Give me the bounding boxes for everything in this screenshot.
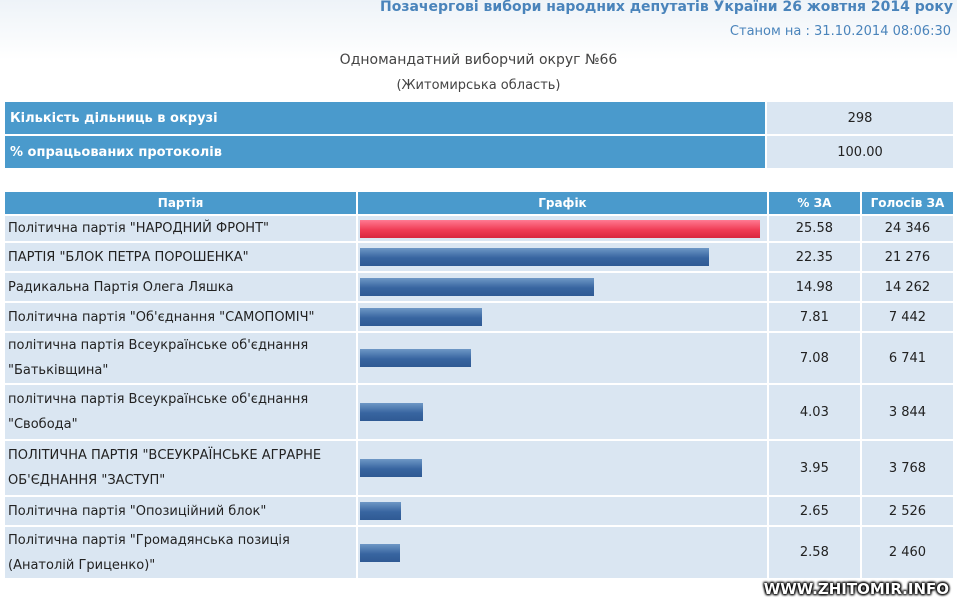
votes-value: 6 741 <box>859 331 953 384</box>
votes-value: 24 346 <box>859 214 953 242</box>
graph-cell <box>356 383 768 440</box>
site-watermark: WWW.ZHITOMIR.INFO <box>763 580 949 598</box>
vote-bar <box>360 403 424 421</box>
summary-label: % опрацьованих протоколів <box>5 135 766 170</box>
party-name: ПОЛІТИЧНА ПАРТІЯ "ВСЕУКРАЇНСЬКЕ АГРАРНЕ … <box>5 439 358 496</box>
votes-value: 3 844 <box>859 383 953 440</box>
votes-value: 2 460 <box>859 525 953 578</box>
results-header-row: Партія Графік % ЗА Голосів ЗА <box>5 192 953 215</box>
table-row: ПАРТІЯ "БЛОК ПЕТРА ПОРОШЕНКА" 22.35 21 276 <box>5 241 953 272</box>
header-votes: Голосів ЗА <box>859 192 953 215</box>
party-name: Політична партія "Об'єднання "САМОПОМІЧ" <box>5 301 358 332</box>
header-party: Партія <box>5 192 358 215</box>
percent-value: 2.65 <box>766 495 861 526</box>
percent-value: 7.08 <box>766 331 861 384</box>
votes-value: 7 442 <box>859 301 953 332</box>
vote-bar <box>360 349 472 367</box>
votes-value: 21 276 <box>859 241 953 272</box>
votes-value: 14 262 <box>859 271 953 302</box>
table-row: ПОЛІТИЧНА ПАРТІЯ "ВСЕУКРАЇНСЬКЕ АГРАРНЕ … <box>5 439 953 496</box>
results-table: Партія Графік % ЗА Голосів ЗА Політична … <box>5 192 953 578</box>
percent-value: 2.58 <box>766 525 861 578</box>
graph-cell <box>356 331 768 384</box>
graph-cell <box>356 271 768 302</box>
votes-value: 2 526 <box>859 495 953 526</box>
party-name: Політична партія "НАРОДНИЙ ФРОНТ" <box>5 214 358 242</box>
party-name: Радикальна Партія Олега Ляшка <box>5 271 358 302</box>
party-name: політична партія Всеукраїнське об'єднанн… <box>5 383 358 440</box>
party-name: ПАРТІЯ "БЛОК ПЕТРА ПОРОШЕНКА" <box>5 241 358 272</box>
summary-value: 100.00 <box>765 135 953 170</box>
status-timestamp: Станом на : 31.10.2014 08:06:30 <box>729 24 951 39</box>
party-name: Політична партія "Громадянська позиція (… <box>5 525 358 578</box>
party-name: Політична партія "Опозиційний блок" <box>5 495 358 526</box>
votes-value: 3 768 <box>859 439 953 496</box>
table-row: Політична партія "Опозиційний блок" 2.65 2… <box>5 495 953 526</box>
vote-bar <box>360 543 401 562</box>
table-row: Радикальна Партія Олега Ляшка 14.98 14 262 <box>5 271 953 302</box>
percent-value: 25.58 <box>766 214 861 242</box>
summary-row-stations: Кількість дільниць в окрузі 298 <box>5 102 953 136</box>
header-background <box>0 0 957 60</box>
vote-bar <box>360 308 483 326</box>
graph-cell <box>356 525 768 578</box>
graph-cell <box>356 214 768 242</box>
graph-cell <box>356 439 768 496</box>
table-row: Політична партія "Громадянська позиція (… <box>5 525 953 578</box>
summary-value: 298 <box>765 102 953 136</box>
header-graph: Графік <box>356 192 768 215</box>
table-row: політична партія Всеукраїнське об'єднанн… <box>5 331 953 384</box>
table-row: Політична партія "Об'єднання "САМОПОМІЧ"… <box>5 301 953 332</box>
election-title: Позачергові вибори народних депутатів Ук… <box>380 0 953 15</box>
party-name: політична партія Всеукраїнське об'єднанн… <box>5 331 358 384</box>
percent-value: 14.98 <box>766 271 861 302</box>
district-title: Одномандатний виборчий округ №66 <box>339 52 618 68</box>
table-row: політична партія Всеукраїнське об'єднанн… <box>5 383 953 440</box>
summary-row-protocols: % опрацьованих протоколів 100.00 <box>5 135 953 170</box>
percent-value: 7.81 <box>766 301 861 332</box>
summary-table: Кількість дільниць в окрузі 298 % опраць… <box>5 102 953 170</box>
graph-cell <box>356 495 768 526</box>
percent-value: 4.03 <box>766 383 861 440</box>
vote-bar <box>360 459 423 477</box>
percent-value: 22.35 <box>766 241 861 272</box>
percent-value: 3.95 <box>766 439 861 496</box>
vote-bar <box>360 502 402 520</box>
vote-bar <box>360 219 761 238</box>
table-row: Політична партія "НАРОДНИЙ ФРОНТ" 25.58 24… <box>5 214 953 242</box>
header-percent: % ЗА <box>766 192 861 215</box>
vote-bar <box>360 248 710 266</box>
graph-cell <box>356 241 768 272</box>
region-title: (Житомирська область) <box>396 78 561 93</box>
vote-bar <box>360 278 595 296</box>
graph-cell <box>356 301 768 332</box>
summary-label: Кількість дільниць в окрузі <box>5 102 766 136</box>
